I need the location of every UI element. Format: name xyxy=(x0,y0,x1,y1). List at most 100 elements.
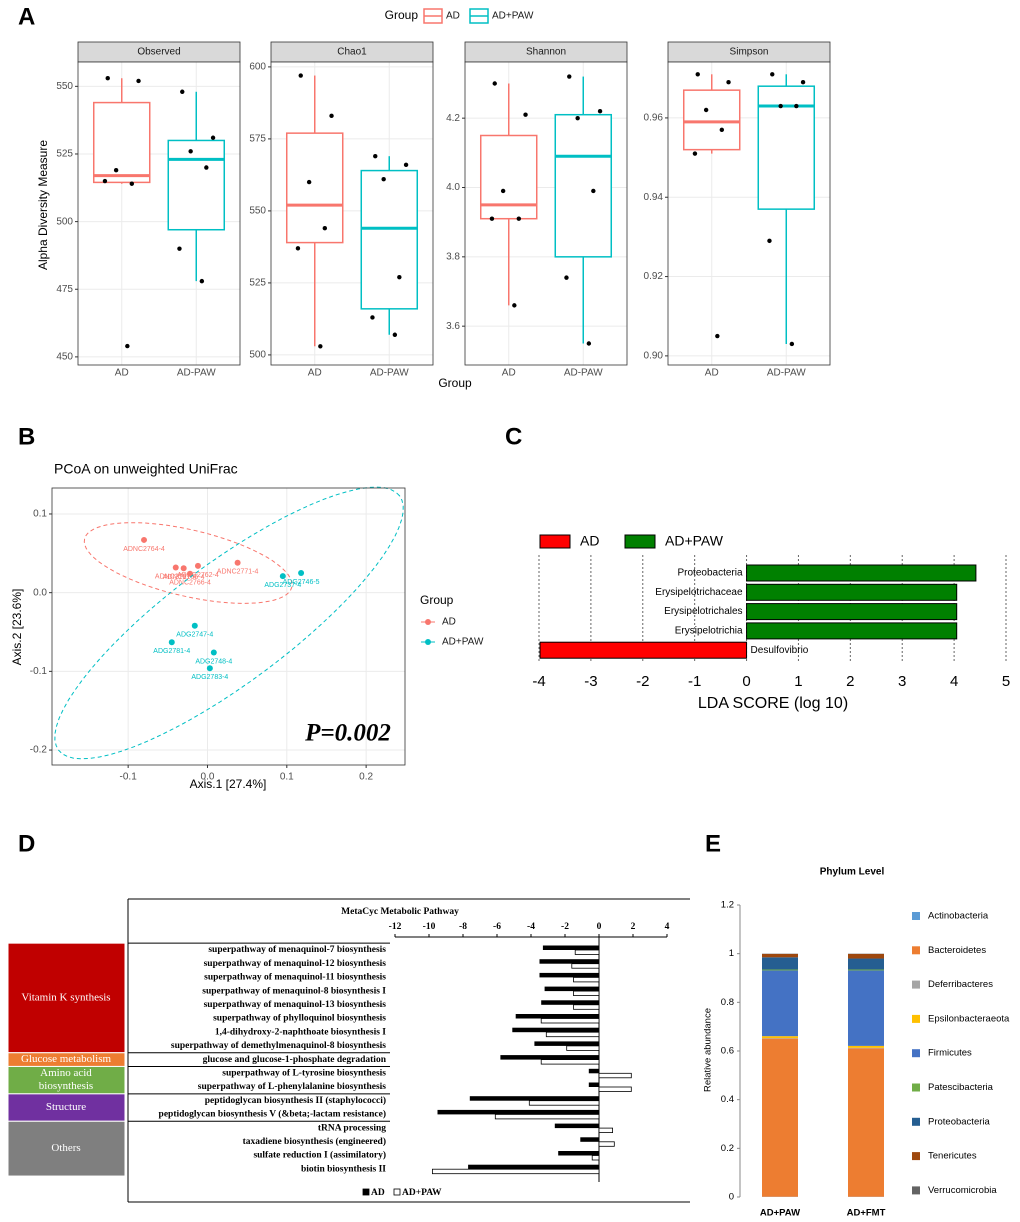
pathway-label: superpathway of menaquinol-13 biosynthes… xyxy=(204,1000,387,1010)
group-box xyxy=(7,1065,126,1095)
bar-segment xyxy=(762,1036,798,1039)
point xyxy=(113,168,119,173)
x-tick-label: -12 xyxy=(389,922,402,932)
point xyxy=(329,113,334,119)
facet-title: Chao1 xyxy=(337,47,367,58)
point xyxy=(789,341,795,347)
bar xyxy=(534,1041,599,1046)
y-tick-label: 0 xyxy=(729,1192,734,1203)
point xyxy=(210,649,217,656)
bar xyxy=(500,1055,599,1060)
x-tick-label: -4 xyxy=(527,922,535,932)
y-axis-label: Axis.2 [23.6%] xyxy=(10,589,24,666)
bar xyxy=(573,990,600,996)
bar xyxy=(494,1114,600,1120)
pathway-label: superpathway of L-phenylalanine biosynth… xyxy=(198,1082,386,1092)
y-tick-label: 1 xyxy=(729,948,734,959)
legend-key xyxy=(425,639,431,645)
y-tick-label: 0.92 xyxy=(644,271,664,282)
group-box xyxy=(7,1093,126,1122)
point xyxy=(306,179,312,185)
y-tick-label: 550 xyxy=(56,81,73,92)
box xyxy=(360,169,419,310)
point-label: ADNC2764-4 xyxy=(123,546,165,553)
point xyxy=(177,246,182,251)
pathway-label: superpathway of menaquinol-11 biosynthes… xyxy=(204,973,386,983)
point xyxy=(210,135,216,140)
bar xyxy=(591,1155,600,1161)
y-axis-label: Alpha Diversity Measure xyxy=(36,140,50,270)
x-tick-label: 3 xyxy=(898,673,906,690)
bar-segment xyxy=(762,970,798,1037)
legend-key xyxy=(912,946,920,955)
x-tick-label: -4 xyxy=(532,673,545,690)
bar-segment xyxy=(848,1045,884,1048)
x-tick-label: 0.1 xyxy=(280,772,294,783)
point xyxy=(129,181,135,186)
y-tick-label: 550 xyxy=(249,206,266,217)
x-tick-label: -2 xyxy=(561,922,569,932)
bar xyxy=(542,945,599,950)
x-tick-label: AD+PAW xyxy=(760,1208,800,1219)
point xyxy=(188,149,193,154)
legend-label: AD+PAW xyxy=(402,1188,442,1198)
bar-segment xyxy=(848,958,884,970)
plot-border xyxy=(51,487,406,766)
point xyxy=(199,278,205,284)
x-axis-label: Axis.1 [27.4%] xyxy=(190,777,267,791)
point xyxy=(191,622,198,629)
legend-label: Patescibacteria xyxy=(928,1082,994,1093)
x-tick-label: AD xyxy=(705,368,719,379)
panel-border xyxy=(667,61,831,366)
bar xyxy=(469,1096,599,1101)
x-tick-label: AD+FMT xyxy=(847,1208,886,1219)
bar xyxy=(573,977,600,983)
x-tick-label: AD-PAW xyxy=(767,368,806,379)
y-tick-label: 575 xyxy=(249,134,266,145)
point xyxy=(279,573,286,580)
point xyxy=(125,343,130,349)
point-label: ADG2748-4 xyxy=(195,658,232,665)
x-tick-label: AD-PAW xyxy=(370,368,409,379)
x-axis-label: Group xyxy=(438,376,472,390)
point-label: ADG2746-5 xyxy=(283,579,320,586)
legend-label: AD+PAW xyxy=(665,533,724,549)
x-tick-label: AD-PAW xyxy=(177,368,216,379)
point-label: ADG2781-4 xyxy=(153,648,190,655)
x-tick-label: 4 xyxy=(950,673,958,690)
group-box xyxy=(7,942,126,1054)
point xyxy=(234,559,241,566)
point xyxy=(695,72,700,77)
chart-title: PCoA on unweighted UniFrac xyxy=(54,461,238,477)
y-tick-label: 0.0 xyxy=(33,587,47,598)
legend-title: Group xyxy=(420,593,454,607)
x-tick-label: -2 xyxy=(636,673,649,690)
bar xyxy=(574,949,600,955)
confidence-ellipse xyxy=(83,522,293,604)
bar xyxy=(515,1014,599,1019)
bar xyxy=(598,1127,614,1133)
point xyxy=(516,216,522,221)
bar-segment xyxy=(762,969,798,971)
point xyxy=(206,665,213,672)
x-tick-label: 0.2 xyxy=(359,772,373,783)
x-tick-label: 1 xyxy=(794,673,802,690)
point xyxy=(298,569,305,576)
point xyxy=(778,103,783,109)
legend-label: Bacteroidetes xyxy=(928,945,986,956)
bar-segment xyxy=(848,953,884,959)
bar-segment xyxy=(848,1048,884,1197)
facet-title: Shannon xyxy=(526,47,566,58)
point xyxy=(500,188,506,194)
point xyxy=(318,344,323,349)
bar xyxy=(571,963,600,969)
point xyxy=(767,238,772,244)
point xyxy=(141,536,148,543)
legend-label: AD xyxy=(580,533,599,549)
annotation: P=0.002 xyxy=(304,720,391,747)
point xyxy=(403,162,409,168)
x-tick-label: -1 xyxy=(688,673,701,690)
x-tick-label: AD xyxy=(115,368,129,379)
facet-title: Observed xyxy=(137,47,180,58)
x-tick-label: 4 xyxy=(665,922,670,932)
